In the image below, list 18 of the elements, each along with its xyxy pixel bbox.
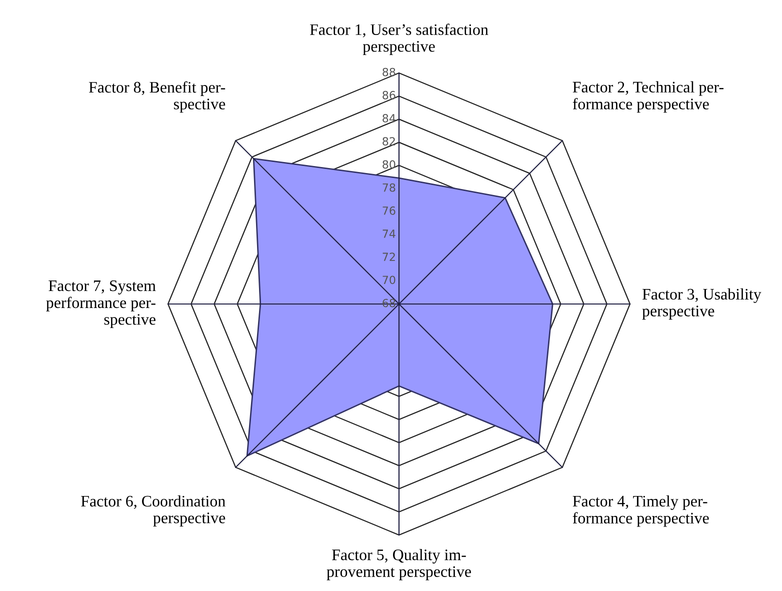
spoke-label: Factor 8, Benefit per- spective — [88, 81, 226, 113]
y-tick-label: 74 — [382, 230, 396, 238]
y-tick-label: 80 — [382, 160, 396, 169]
spoke-label: Factor 4, Timely per- formance perspective — [572, 495, 709, 527]
y-tick-label: 82 — [382, 137, 395, 146]
spoke-label: Factor 5, Quality im- provement perspective — [326, 549, 471, 580]
spoke-label: Factor 2, Technical per- formance perspective — [572, 81, 724, 113]
y-tick-label: 72 — [382, 252, 395, 261]
y-tick-label: 86 — [382, 90, 396, 100]
y-tick-label: 84 — [382, 114, 396, 122]
spoke-label: Factor 6, Coordination perspective — [81, 495, 226, 527]
spoke-label: Factor 3, Usability perspective — [642, 288, 762, 320]
y-tick-label: 76 — [382, 206, 396, 215]
y-tick-label: 88 — [382, 68, 396, 76]
spoke-label: Factor 7, System performance per- spective — [46, 280, 156, 328]
y-tick-label: 78 — [382, 183, 396, 192]
y-tick-label: 70 — [382, 276, 396, 284]
spoke-label: Factor 1, User’s satisfaction perspective — [310, 24, 488, 55]
